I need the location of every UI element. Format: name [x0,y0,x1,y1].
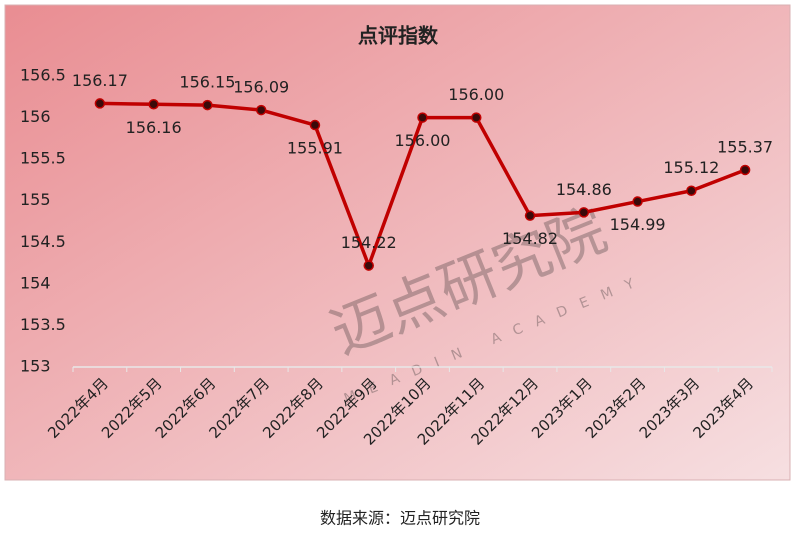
data-point [686,185,697,196]
data-label: 156.00 [448,85,504,104]
y-tick-label: 156 [20,107,51,126]
data-point [363,260,374,271]
data-label: 156.16 [126,118,182,137]
y-tick-label: 154 [20,273,51,292]
data-label: 155.91 [287,139,343,158]
data-label: 154.82 [502,229,558,248]
data-point [632,196,643,207]
y-tick-label: 154.5 [20,232,66,251]
data-label: 156.17 [72,71,128,90]
data-label: 156.15 [179,73,235,92]
data-point [471,112,482,123]
data-point [148,99,159,110]
data-point [578,207,590,218]
data-point [309,119,321,131]
data-label: 154.86 [556,180,612,199]
data-point [94,98,106,109]
y-tick-label: 155 [20,190,51,209]
data-label: 154.22 [341,233,397,252]
data-label: 156.00 [395,131,451,150]
data-label: 155.12 [663,158,719,177]
y-tick-label: 155.5 [20,149,66,168]
data-point [524,210,536,221]
y-tick-label: 156.5 [20,66,66,85]
data-label: 155.37 [717,137,773,156]
chart-title: 点评指数 [358,24,439,48]
data-point [202,99,213,111]
data-point [417,112,428,123]
y-tick-label: 153 [20,357,51,376]
chart-background [4,4,791,481]
data-point [739,164,751,176]
source-note: 数据来源：迈点研究院 [320,509,480,528]
data-label: 154.99 [610,215,666,234]
data-point [255,104,267,116]
data-label: 156.09 [233,78,289,97]
y-tick-label: 153.5 [20,315,66,334]
